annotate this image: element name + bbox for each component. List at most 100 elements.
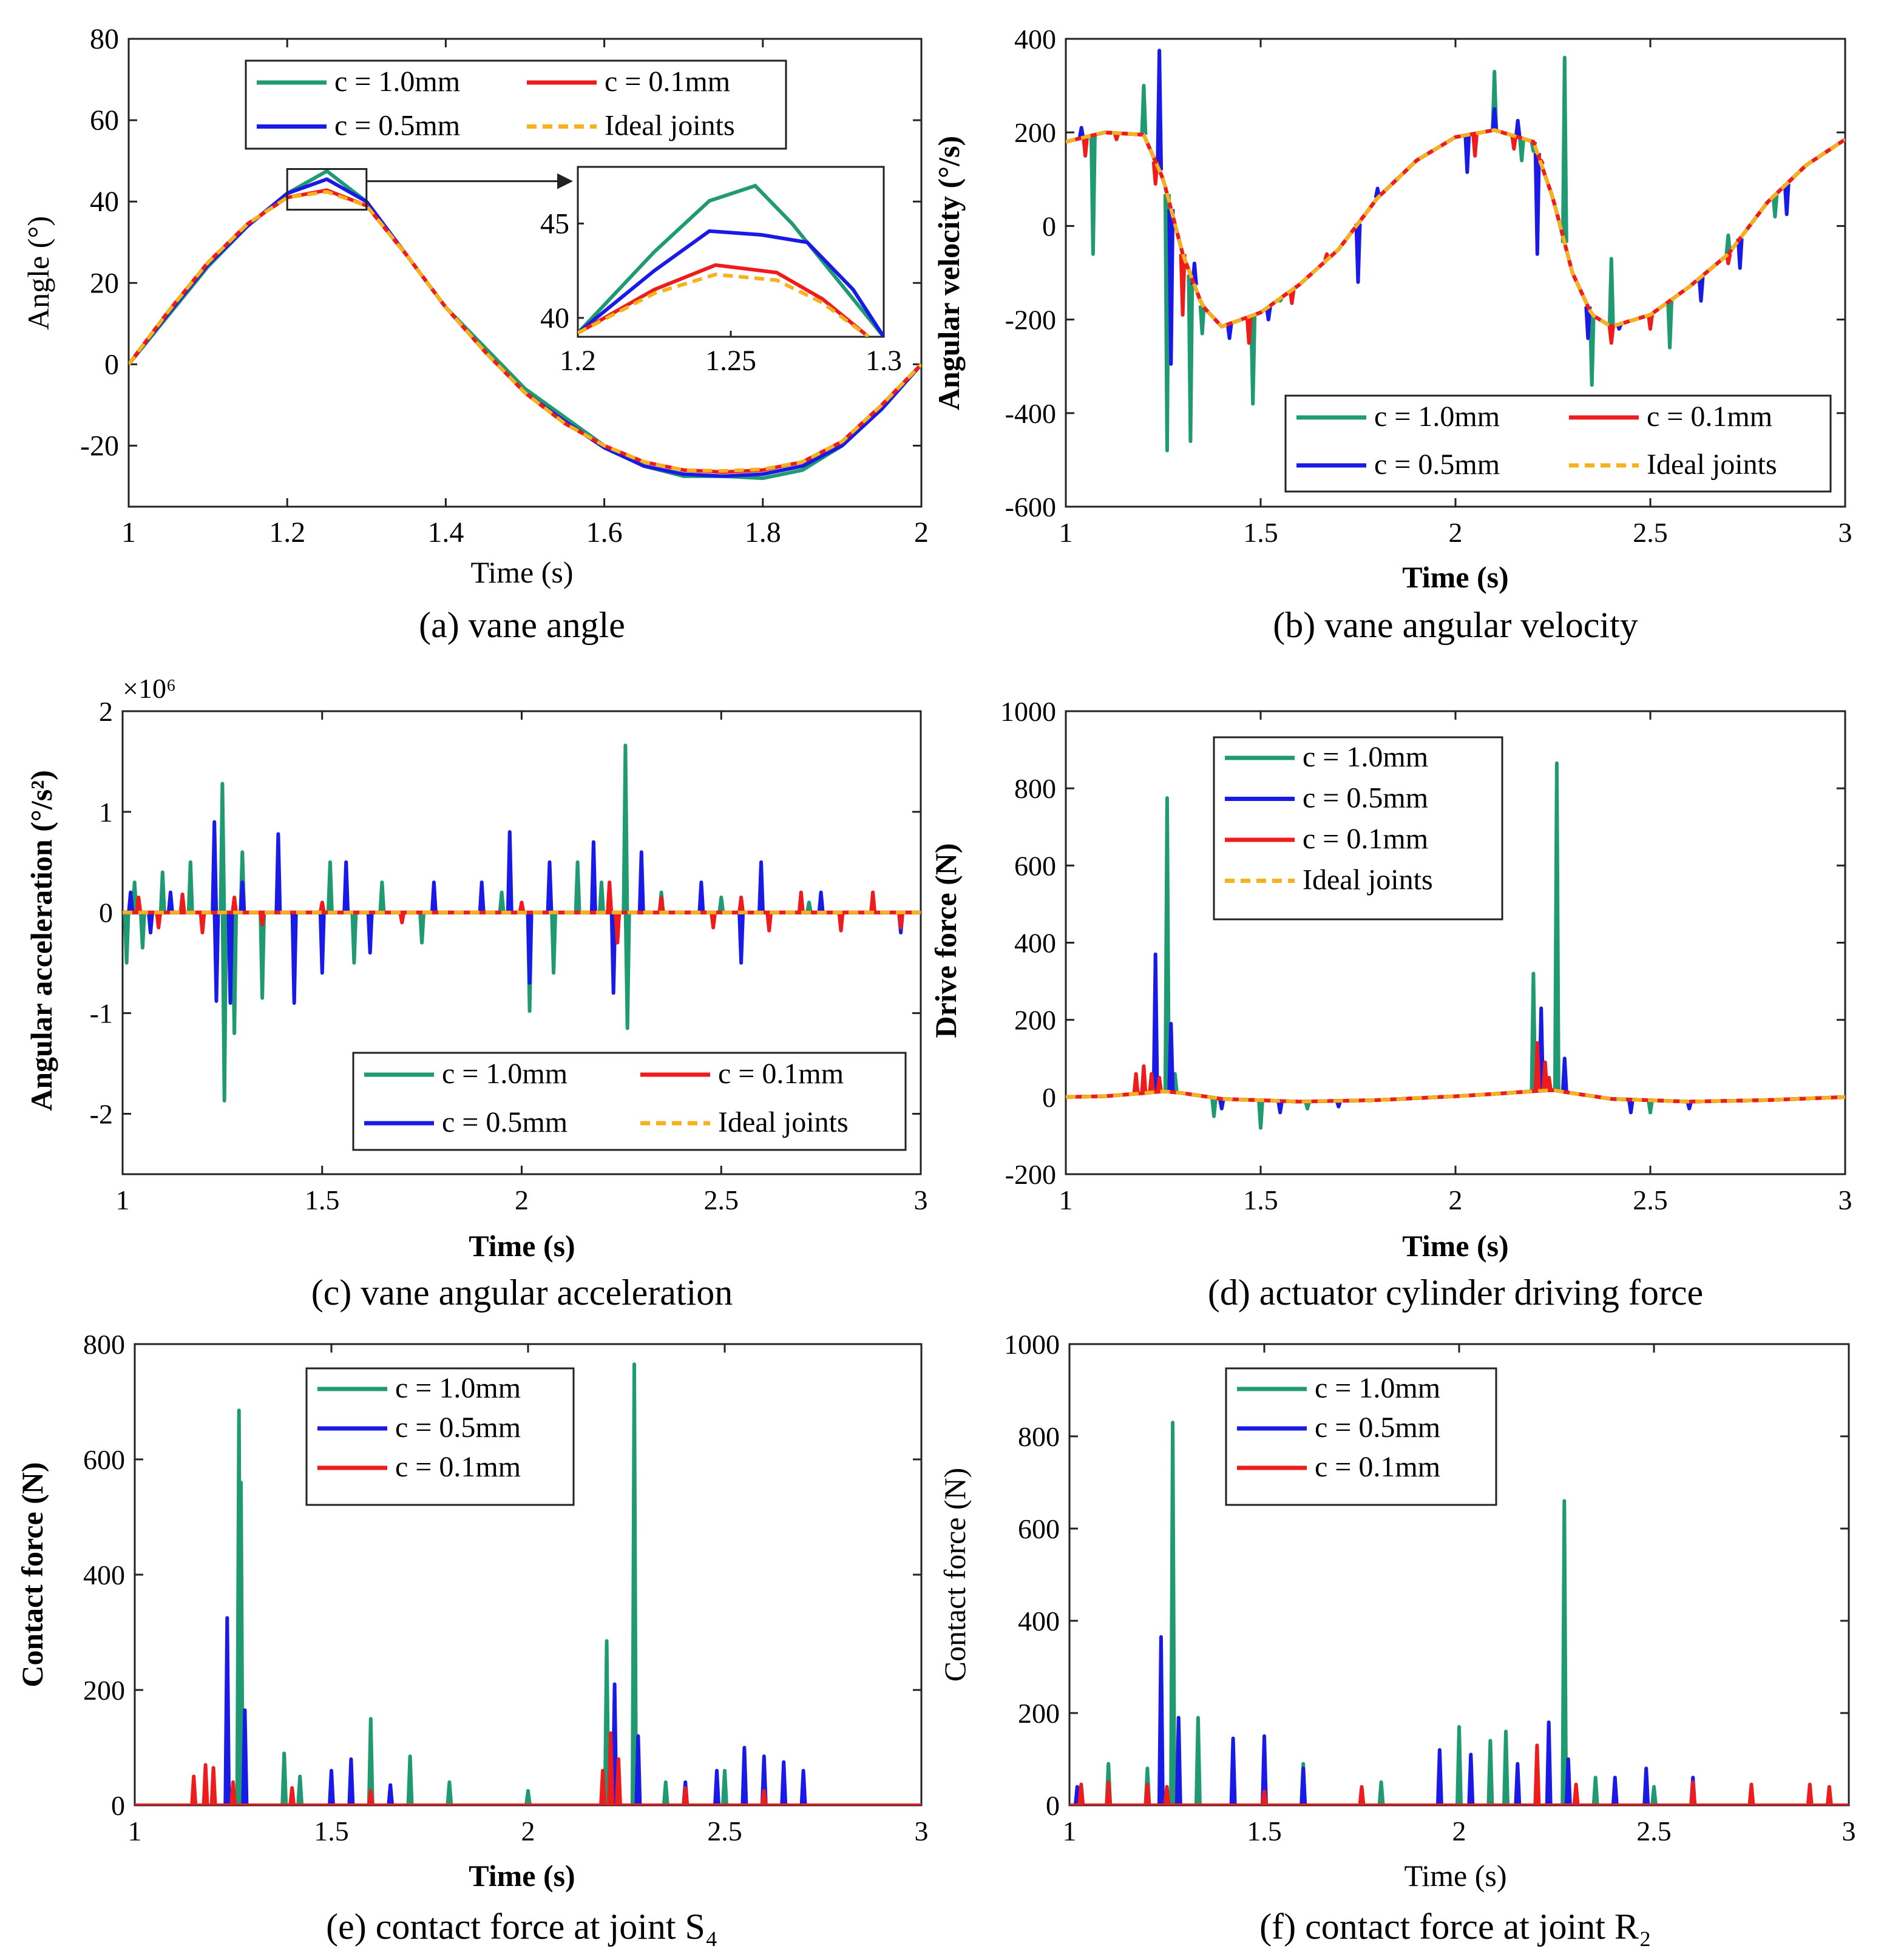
x-tick-label: 1.2 [269, 516, 305, 549]
y-tick-label: 400 [83, 1560, 125, 1590]
legend-label: c = 1.0mm [1374, 400, 1500, 433]
legend-label: c = 1.0mm [442, 1058, 568, 1090]
y-axis-label: Contact force (N) [938, 1468, 972, 1682]
series-line-c-1-0mm [1069, 1421, 1849, 1805]
legend-label: c = 0.1mm [605, 66, 730, 98]
y-tick-label: -200 [1005, 1159, 1056, 1190]
y-tick-label: 0 [104, 348, 119, 380]
x-tick-label: 1 [128, 1816, 142, 1847]
x-tick-label: 1 [116, 1184, 130, 1215]
y-tick-label: 80 [90, 23, 119, 55]
x-tick-label: 2.5 [707, 1816, 742, 1847]
y-tick-label: -20 [80, 430, 119, 462]
series-group [135, 1362, 921, 1805]
x-tick-label: 1 [1059, 1184, 1073, 1215]
inset-x-tick-label: 1.25 [705, 345, 756, 377]
x-tick-label: 3 [914, 1184, 928, 1215]
y-tick-label: 200 [1018, 1698, 1060, 1729]
x-axis-label: Time (s) [469, 1229, 575, 1263]
y-tick-label: -600 [1005, 492, 1056, 522]
x-tick-label: 2 [515, 1184, 529, 1215]
legend-label: Ideal joints [1647, 448, 1777, 481]
panel-c: 1 1.5 2 2.5 3 -2 -1 0 1 2 Time (s) Angular accelera… [24, 673, 928, 1313]
series-line-c-0-5mm [1069, 1635, 1849, 1805]
x-axis-label: Time (s) [1402, 560, 1508, 594]
legend: c = 1.0mm c = 0.5mm c = 0.1mm [1225, 1367, 1497, 1506]
y-tick-label: 0 [111, 1790, 125, 1821]
series-group [123, 743, 921, 1103]
series-line-ideal-joints [129, 190, 921, 473]
x-axis-label: Time (s) [1402, 1229, 1508, 1263]
y-tick-label: 400 [1014, 24, 1056, 55]
series-line-c-0-1mm [135, 1731, 921, 1805]
y-tick-label: 600 [83, 1444, 125, 1475]
series-line-c-0-5mm [135, 1616, 921, 1805]
series-line-ideal-joints [1066, 128, 1845, 329]
y-tick-label: 1000 [1004, 1329, 1060, 1360]
y-tick-label: 1000 [1000, 696, 1056, 727]
inset-line-c-1-0mm [578, 183, 884, 337]
legend-label: c = 0.5mm [334, 110, 460, 142]
legend-label: Ideal joints [1303, 864, 1433, 896]
series-line-c-0-1mm [1069, 1743, 1849, 1805]
x-axis-label: Time (s) [470, 555, 573, 589]
y-tick-label: 20 [90, 267, 119, 299]
x-tick-label: 2 [1449, 1184, 1463, 1215]
legend-label: c = 0.5mm [1303, 782, 1428, 814]
legend-label: c = 0.1mm [395, 1451, 521, 1483]
series-group [1066, 761, 1845, 1130]
y-tick-label: 600 [1018, 1513, 1060, 1544]
legend-label: c = 1.0mm [1315, 1372, 1440, 1404]
y-tick-label: 40 [90, 186, 119, 218]
panel-a: 1 1.2 1.4 1.6 1.8 2 -20 0 20 40 60 80 Time (s) Angle … [21, 23, 929, 645]
y-tick-label: 1 [99, 797, 113, 828]
x-tick-label: 2.5 [1633, 1184, 1668, 1215]
y-tick-label: 800 [1014, 773, 1056, 804]
y-tick-label: 2 [99, 696, 113, 727]
legend-label: c = 0.5mm [442, 1106, 568, 1138]
y-tick-label: 200 [83, 1675, 125, 1706]
x-tick-label: 2.5 [1633, 517, 1668, 548]
legend-label: c = 1.0mm [1303, 741, 1428, 773]
y-tick-label: 200 [1014, 117, 1056, 148]
legend-label: c = 1.0mm [334, 66, 460, 98]
legend-label: c = 1.0mm [395, 1372, 521, 1404]
panel-b: 1 1.5 2 2.5 3 -600 -400 -200 0 200 400 Time (s) Angu… [932, 24, 1852, 645]
x-tick-label: 1 [1063, 1816, 1077, 1847]
inset: 1.2 1.25 1.3 40 45 [286, 166, 902, 377]
legend: c = 1.0mm c = 0.1mm c = 0.5mm Ideal joints [352, 1052, 907, 1151]
y-tick-label: -2 [90, 1098, 113, 1129]
x-tick-label: 3 [1838, 1184, 1852, 1215]
legend-label: Ideal joints [718, 1106, 849, 1138]
y-tick-label: -1 [90, 998, 113, 1029]
inset-line-c-0-5mm [578, 229, 884, 337]
x-tick-label: 1.4 [427, 516, 464, 549]
inset-y-tick-label: 45 [540, 208, 569, 240]
x-tick-label: 3 [915, 1816, 929, 1847]
y-axis-label: Contact force (N) [15, 1462, 49, 1687]
y-axis-label: Angular velocity (°/s) [932, 136, 966, 410]
x-tick-label: 1.5 [1243, 517, 1278, 548]
x-tick-label: 1 [121, 516, 136, 549]
x-tick-label: 1 [1059, 517, 1073, 548]
legend: c = 1.0mm c = 0.1mm c = 0.5mm Ideal joints [245, 59, 787, 150]
arrow-head-icon [557, 173, 573, 189]
y-axis-label: Angle (°) [21, 216, 55, 330]
x-tick-label: 2 [1449, 517, 1463, 548]
y-tick-label: 0 [1042, 1082, 1056, 1113]
legend-label: c = 0.1mm [1303, 823, 1428, 855]
legend: c = 1.0mm c = 0.5mm c = 0.1mm [305, 1367, 575, 1506]
x-tick-label: 1.8 [745, 516, 781, 549]
panel-caption: (d) actuator cylinder driving force [1208, 1272, 1703, 1313]
x-tick-label: 1.5 [1243, 1184, 1278, 1215]
x-tick-label: 2 [914, 516, 929, 549]
legend-label: c = 0.1mm [1315, 1451, 1440, 1483]
x-tick-label: 1.5 [305, 1184, 340, 1215]
x-tick-label: 1.5 [314, 1816, 349, 1847]
inset-x-tick-label: 1.2 [560, 345, 596, 377]
panel-caption: (e) contact force at joint S₄ [326, 1907, 718, 1947]
panel-e: 1 1.5 2 2.5 3 0 200 400 600 800 Time (s) Contact fo… [15, 1329, 929, 1947]
panel-caption: (c) vane angular acceleration [311, 1272, 733, 1313]
legend-box [1284, 394, 1832, 493]
y-tick-label: -200 [1005, 305, 1056, 336]
